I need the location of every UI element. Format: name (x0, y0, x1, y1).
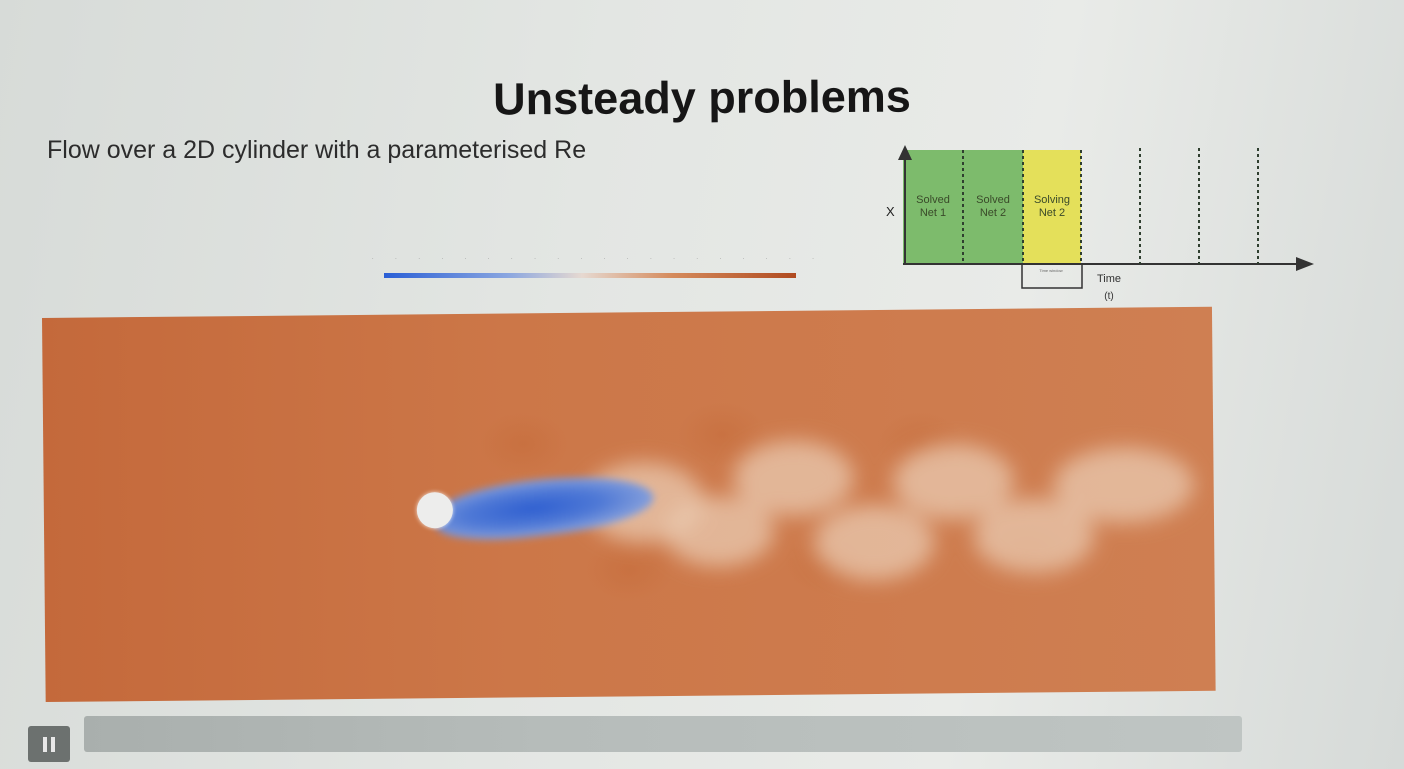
x-axis-label: X (886, 204, 895, 219)
block-solving-net-2 (1023, 150, 1081, 264)
x-axis-arrow (898, 145, 912, 160)
flow-simulation-view (42, 306, 1216, 702)
video-player-controls (28, 704, 1248, 764)
block-solved-net-1 (903, 150, 963, 264)
colorbar-ticks: · · · · · · · · · · · · · · · · · · · · (372, 256, 814, 262)
slide-subtitle: Flow over a 2D cylinder with a parameter… (47, 136, 587, 164)
time-axis-unit: (t) (1104, 291, 1114, 302)
colorbar: · · · · · · · · · · · · · · · · · · · · (368, 252, 818, 284)
cylinder (416, 492, 454, 529)
time-window-box (1021, 263, 1083, 289)
block-solved-net-2 (963, 150, 1023, 264)
time-axis-label: Time (1096, 273, 1122, 285)
seek-bar[interactable] (84, 716, 1242, 752)
pause-button[interactable] (28, 726, 70, 762)
slide-title: Unsteady problems (493, 70, 911, 125)
colorbar-gradient (384, 273, 796, 278)
pause-icon (43, 736, 55, 752)
time-window-label: Time window (1039, 268, 1063, 273)
block-1-label: Solved Net 1 (916, 194, 950, 219)
block-2-label: Solved Net 2 (976, 194, 1010, 219)
time-axis-arrow (1296, 257, 1314, 271)
time-window-diagram: X Solved Net 1 Solved Net 2 Solving Net 2 T… (878, 140, 1318, 312)
block-3-label: Solving Net 2 (1033, 194, 1071, 219)
